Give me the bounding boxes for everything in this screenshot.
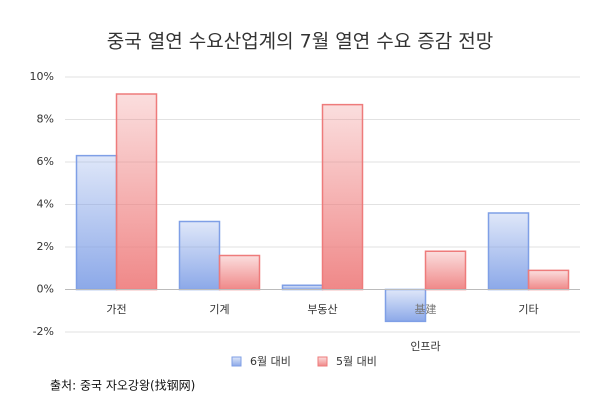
source: 출처: 중국 자오강왕(找钢网) xyxy=(50,379,195,393)
legend-swatch xyxy=(317,356,328,367)
legend-label: 5월 대비 xyxy=(336,355,377,368)
bar xyxy=(424,250,467,291)
y-tick-label: 2% xyxy=(37,240,54,253)
legend-swatch xyxy=(231,356,242,367)
bar xyxy=(75,154,118,291)
chart-title: 중국 열연 수요산업계의 7월 열연 수요 증감 전망 xyxy=(107,31,494,53)
x-tick-label: 기계 xyxy=(209,303,229,316)
bar xyxy=(384,288,427,323)
bar xyxy=(218,254,261,291)
bar xyxy=(321,103,364,291)
y-tick-label: 6% xyxy=(37,155,54,168)
x-tick-label: 부동산 xyxy=(307,303,337,316)
y-tick-label: 8% xyxy=(37,113,54,126)
bar xyxy=(115,93,158,291)
bar xyxy=(527,269,570,291)
x-tick-label: 기타 xyxy=(518,303,538,316)
x-tick-label: 인프라 xyxy=(410,340,440,353)
y-tick-label: 0% xyxy=(37,283,54,296)
legend-label: 6월 대비 xyxy=(250,355,291,368)
bar xyxy=(281,284,324,291)
x-tick-label: 가전 xyxy=(106,303,126,316)
annotation: 基建 xyxy=(415,302,437,316)
bar xyxy=(178,220,221,291)
bar xyxy=(487,212,530,291)
y-tick-label: -2% xyxy=(33,325,54,338)
y-tick-label: 4% xyxy=(37,198,54,211)
y-tick-label: 10% xyxy=(30,70,54,83)
